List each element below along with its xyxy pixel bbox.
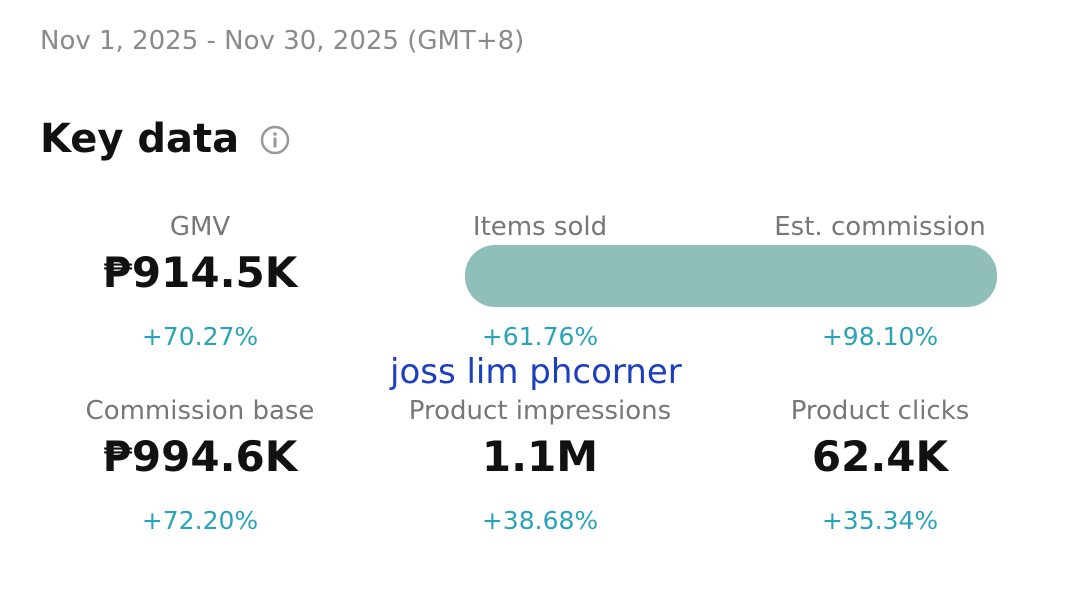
metric-card[interactable]: Items sold +61.76% bbox=[375, 212, 705, 351]
metric-change: +35.34% bbox=[821, 506, 939, 535]
metric-label: Product impressions bbox=[408, 396, 672, 426]
metric-value: ₱994.6K bbox=[102, 432, 298, 481]
metric-change: +38.68% bbox=[481, 506, 599, 535]
date-range[interactable]: Nov 1, 2025 - Nov 30, 2025 (GMT+8) bbox=[40, 26, 525, 56]
watermark: joss lim phcorner bbox=[390, 352, 682, 392]
metric-card[interactable]: Commission base ₱994.6K +72.20% bbox=[35, 396, 365, 535]
metric-change: +72.20% bbox=[141, 506, 259, 535]
metric-label: Commission base bbox=[85, 396, 315, 426]
metric-card[interactable]: GMV ₱914.5K +70.27% bbox=[35, 212, 365, 351]
metric-card[interactable]: Product impressions 1.1M +38.68% bbox=[375, 396, 705, 535]
info-icon[interactable] bbox=[260, 125, 290, 155]
metric-value: 1.1M bbox=[481, 432, 599, 481]
metric-label: Items sold bbox=[472, 212, 608, 242]
metric-card[interactable]: Est. commission +98.10% bbox=[715, 212, 1045, 351]
metric-change: +98.10% bbox=[821, 322, 939, 351]
metric-value: ₱914.5K bbox=[102, 248, 298, 297]
metric-label: Product clicks bbox=[790, 396, 970, 426]
metric-label: GMV bbox=[169, 212, 231, 242]
metric-card[interactable]: Product clicks 62.4K +35.34% bbox=[715, 396, 1045, 535]
section-title: Key data bbox=[40, 116, 240, 162]
metric-value: 62.4K bbox=[811, 432, 949, 481]
metric-change: +70.27% bbox=[141, 322, 259, 351]
metric-label: Est. commission bbox=[774, 212, 986, 242]
metric-change: +61.76% bbox=[481, 322, 599, 351]
redaction-scribble bbox=[465, 245, 997, 307]
